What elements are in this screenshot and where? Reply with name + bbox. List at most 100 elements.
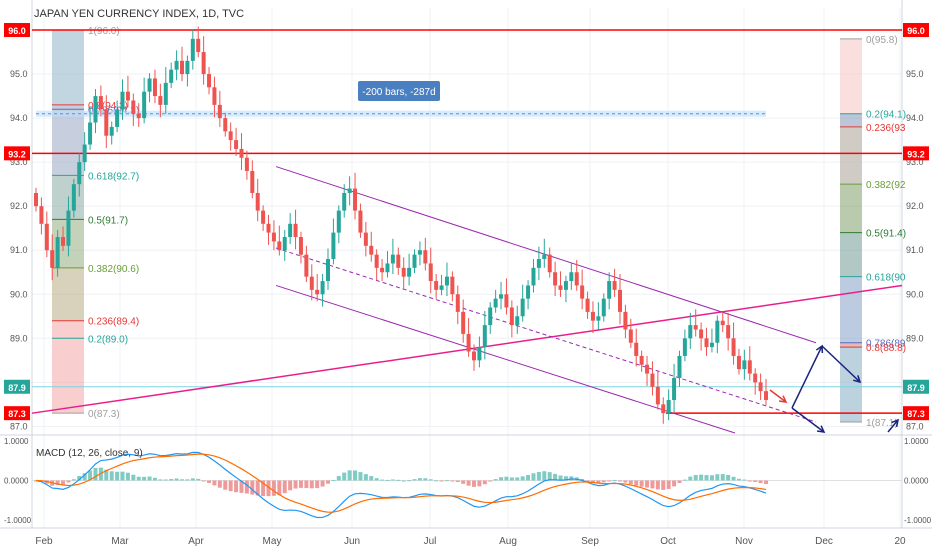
macd-histogram-bar <box>407 480 412 482</box>
macd-histogram-bar <box>623 480 628 483</box>
macd-histogram-bar <box>255 480 260 496</box>
candle-body <box>207 74 212 88</box>
candle-body <box>201 52 206 75</box>
candle-body <box>163 82 168 105</box>
price-marker-right <box>903 146 929 161</box>
macd-histogram-bar <box>499 477 504 481</box>
candle-body <box>125 91 130 101</box>
candle-body <box>77 162 82 185</box>
macd-histogram-bar <box>174 478 179 481</box>
macd-histogram-bar <box>282 480 287 494</box>
macd-histogram-bar <box>434 480 439 482</box>
candle-body <box>304 254 309 277</box>
macd-histogram-bar <box>320 480 325 487</box>
fib-zone <box>840 184 862 233</box>
macd-histogram-bar <box>682 479 687 481</box>
candle-body <box>44 223 49 251</box>
price-marker-label: 87.3 <box>8 409 26 419</box>
candle-body <box>109 126 114 136</box>
price-marker-label: 87.3 <box>907 409 925 419</box>
candle-body <box>282 237 287 251</box>
macd-histogram-bar <box>726 474 731 481</box>
candle-body <box>255 192 260 211</box>
candle-body <box>428 263 433 282</box>
candle-body <box>720 320 725 326</box>
price-marker-left <box>4 379 30 394</box>
macd-histogram-bar <box>163 479 168 481</box>
candle-body <box>71 184 76 211</box>
price-marker-label: 93.2 <box>907 149 925 159</box>
candle-body <box>55 237 60 268</box>
fib-level-label: 0(95.8) <box>866 35 898 46</box>
candle-body <box>542 254 547 260</box>
macd-histogram-bar <box>196 478 201 481</box>
macd-histogram-bar <box>542 471 547 481</box>
macd-histogram-bar <box>482 480 487 485</box>
macd-histogram-bar <box>315 480 320 489</box>
price-tick-right: 93.0 <box>906 157 924 167</box>
candle-body <box>677 355 682 378</box>
macd-histogram-bar <box>125 472 130 481</box>
fib-level-label: 0.618(90 <box>866 273 906 284</box>
candle-body <box>385 263 390 273</box>
projection-arrow-head <box>891 418 900 428</box>
candle-body <box>390 254 395 264</box>
macd-histogram-bar <box>520 476 525 481</box>
macd-histogram-bar <box>650 480 655 489</box>
price-tick-right: 95.0 <box>906 69 924 79</box>
price-marker-label: 96.0 <box>907 26 925 36</box>
macd-histogram-bar <box>666 480 671 489</box>
macd-histogram-bar <box>547 472 552 481</box>
time-label: Nov <box>735 536 753 547</box>
time-label: Feb <box>35 536 53 547</box>
macd-histogram-bar <box>71 479 76 481</box>
candle-body <box>666 399 671 414</box>
time-label: Mar <box>111 536 129 547</box>
candle-body <box>401 267 406 277</box>
fib-level-label: 0.2(94.1) <box>866 110 906 121</box>
candle-body <box>417 250 422 255</box>
candle-body <box>493 298 498 308</box>
fib-level-label: 0.5(91.4) <box>866 229 906 240</box>
macd-pane: MACD (12, 26, close, 9) <box>32 448 902 519</box>
time-label: Oct <box>660 536 676 547</box>
candle-body <box>482 325 487 348</box>
price-tick-right: 91.0 <box>906 245 924 255</box>
fib-level-label: 0.382(92 <box>866 180 906 191</box>
macd-title: MACD (12, 26, close, 9) <box>36 448 143 459</box>
macd-histogram-bar <box>131 474 136 481</box>
price-marker-left <box>4 23 30 38</box>
fib-zone <box>840 38 862 114</box>
macd-histogram-bar <box>461 480 466 484</box>
fib-zone <box>52 320 84 414</box>
price-tick-left: 93.0 <box>10 157 28 167</box>
candle-body <box>526 285 531 299</box>
macd-histogram-bar <box>309 480 314 489</box>
candle-body <box>736 355 741 370</box>
fib-level-label: 0.8(88.8) <box>866 343 906 354</box>
macd-histogram-bar <box>444 480 449 482</box>
macd-histogram-bar <box>185 479 190 481</box>
fib-zone <box>52 267 84 321</box>
candle-body <box>558 285 563 290</box>
candle-body <box>439 285 444 290</box>
macd-histogram-bar <box>477 480 482 487</box>
macd-histogram-bar <box>526 474 531 481</box>
macd-histogram-bar <box>261 480 266 497</box>
candle-body <box>158 96 163 105</box>
price-marker-left <box>4 406 30 421</box>
time-label: 20 <box>894 536 906 547</box>
macd-histogram-bar <box>207 480 212 483</box>
macd-histogram-bar <box>563 476 568 481</box>
candle-body <box>472 351 476 361</box>
macd-histogram-bar <box>428 479 433 481</box>
macd-histogram-bar <box>628 480 633 485</box>
candle-body <box>39 206 44 224</box>
candle-body <box>590 311 595 321</box>
macd-histogram-bar <box>147 476 152 481</box>
macd-histogram-bar <box>385 479 390 481</box>
price-tick-left: 95.0 <box>10 69 28 79</box>
macd-histogram-bar <box>639 480 644 487</box>
